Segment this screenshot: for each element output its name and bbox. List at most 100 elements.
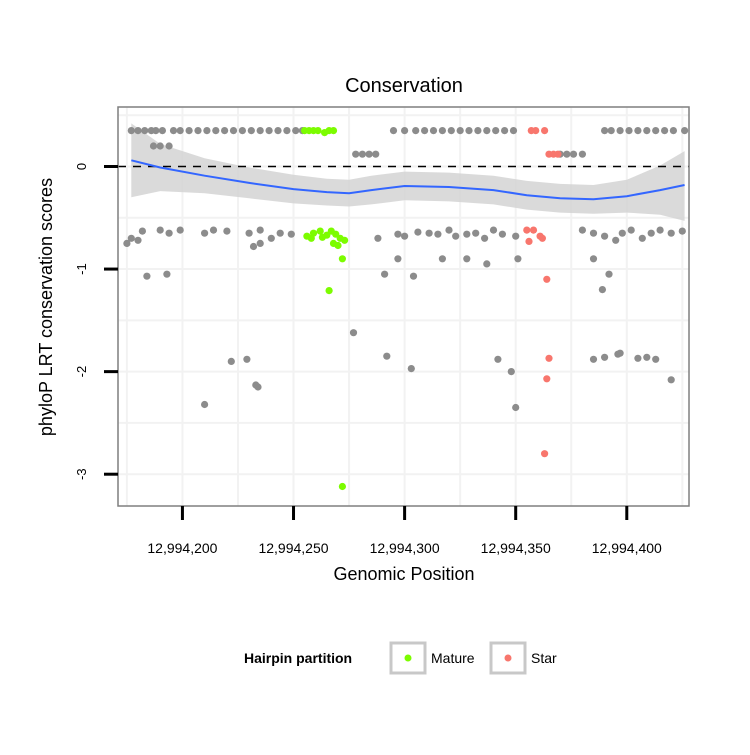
point-other <box>661 127 669 135</box>
point-other <box>227 357 235 365</box>
point-other <box>601 232 609 240</box>
point-other <box>401 127 409 135</box>
legend-mature-label: Mature <box>431 650 475 666</box>
point-star <box>545 354 553 362</box>
point-other <box>389 127 398 135</box>
point-other <box>127 127 135 135</box>
point-other <box>509 127 518 135</box>
point-other <box>605 270 613 278</box>
point-mature <box>329 127 338 135</box>
point-other <box>156 142 164 150</box>
point-other <box>141 127 149 135</box>
point-star <box>525 237 533 245</box>
y-tick-label: 0 <box>74 163 89 170</box>
point-star <box>543 275 551 283</box>
point-other <box>394 255 402 263</box>
scatter-points <box>123 127 689 491</box>
point-other <box>656 226 664 234</box>
point-other <box>652 127 660 135</box>
legend-mature-swatch <box>404 654 412 662</box>
point-other <box>429 127 438 135</box>
point-other <box>256 127 264 135</box>
point-other <box>274 127 282 135</box>
point-star <box>554 150 562 158</box>
point-other <box>256 226 264 234</box>
point-other <box>249 242 258 251</box>
legend-key-mature <box>389 641 427 675</box>
point-other <box>267 234 275 242</box>
point-mature <box>338 255 346 263</box>
point-other <box>238 127 246 135</box>
loess-smooth-line <box>131 159 685 201</box>
point-other <box>194 127 202 135</box>
point-mature <box>316 227 324 235</box>
point-other <box>494 355 502 363</box>
x-tick-label: 12,994,400 <box>592 540 662 556</box>
point-other <box>254 383 262 391</box>
point-other <box>352 150 360 158</box>
legend-key-star <box>489 641 527 675</box>
point-other <box>669 127 678 135</box>
point-other <box>245 229 253 237</box>
point-mature <box>338 482 346 491</box>
point-other <box>607 127 615 135</box>
point-other <box>627 226 635 234</box>
smooth-line-layer <box>131 159 685 201</box>
point-other <box>438 255 446 263</box>
point-other <box>438 127 446 135</box>
point-other <box>276 229 284 237</box>
x-tick-label: 12,994,250 <box>258 540 328 556</box>
point-other <box>374 234 382 242</box>
point-other <box>512 232 520 240</box>
point-other <box>616 127 624 135</box>
point-other <box>589 229 598 237</box>
point-other <box>472 229 480 237</box>
point-other <box>176 127 184 135</box>
point-other <box>601 127 609 135</box>
point-other <box>681 127 689 135</box>
point-other <box>507 368 515 376</box>
point-other <box>634 354 642 362</box>
point-other <box>598 286 607 294</box>
x-tick-label: 12,994,350 <box>481 540 551 556</box>
point-other <box>463 230 471 238</box>
point-other <box>643 353 651 361</box>
point-other <box>625 127 633 135</box>
point-other <box>483 260 491 268</box>
point-other <box>616 349 624 357</box>
point-other <box>185 127 193 135</box>
chart-title: Conservation <box>345 75 463 97</box>
point-other <box>578 226 587 234</box>
point-other <box>134 236 142 244</box>
point-other <box>456 127 464 135</box>
point-other <box>409 272 418 280</box>
point-other <box>634 127 642 135</box>
point-other <box>578 150 587 158</box>
point-other <box>667 229 675 237</box>
point-other <box>365 150 373 158</box>
point-other <box>414 228 422 236</box>
point-other <box>638 234 646 242</box>
point-other <box>383 352 391 360</box>
point-other <box>483 127 491 135</box>
point-other <box>647 229 655 237</box>
point-star <box>523 226 531 234</box>
point-other <box>474 127 482 135</box>
y-axis-label: phyloP LRT conservation scores <box>36 178 56 436</box>
point-other <box>247 127 255 135</box>
point-other <box>223 227 231 235</box>
point-other <box>163 270 171 278</box>
point-other <box>165 229 173 237</box>
point-other <box>169 127 178 135</box>
point-other <box>265 127 273 135</box>
x-axis-label: Genomic Position <box>333 564 474 584</box>
y-tick-label: -1 <box>74 263 89 275</box>
point-other <box>563 150 571 158</box>
point-other <box>452 232 460 240</box>
legend-star-label: Star <box>531 650 557 666</box>
point-other <box>134 127 142 135</box>
point-star <box>543 375 551 383</box>
point-mature <box>314 127 322 135</box>
point-other <box>601 353 609 361</box>
